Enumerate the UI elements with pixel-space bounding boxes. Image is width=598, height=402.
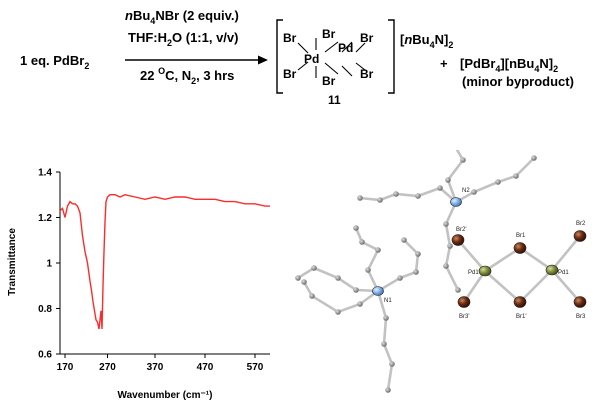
y-axis-label: Transmittance — [7, 228, 18, 296]
atom-label-br1-prime: Br1' — [516, 314, 526, 320]
br-bridge-bottom: Br — [322, 74, 336, 88]
reactant-label: 1 eq. PdBr2 — [20, 53, 89, 71]
left-bracket — [276, 19, 283, 94]
bromine-atom-br2 — [573, 230, 587, 242]
pd-left: Pd — [304, 52, 319, 66]
reaction-scheme: 1 eq. PdBr2 nBu4NBr (2 equiv.) THF:H2O (… — [20, 8, 574, 107]
br-bridge-top: Br — [322, 27, 336, 41]
solvent-label: THF:H2O (1:1, v/v) — [128, 30, 238, 48]
ir-spectrum-chart: 0.6 0.8 1 1.2 1.4 170 270 370 470 570 Wavenumber … — [7, 168, 270, 401]
y-tick-label: 1 — [46, 259, 52, 270]
br-terminal-tl: Br — [283, 31, 297, 45]
bromine-atom-br2-prime — [451, 234, 465, 246]
carbon-atoms — [295, 155, 537, 393]
br-terminal-bl: Br — [283, 67, 297, 81]
atom-label-n1: N1 — [384, 298, 392, 304]
atom-label-pd1-prime: Pd1' — [468, 270, 480, 276]
y-tick-label: 0.8 — [38, 304, 52, 315]
plus-sign: + — [440, 56, 448, 71]
x-tick-label: 370 — [147, 362, 164, 373]
byproduct-note: (minor byproduct) — [462, 74, 574, 89]
heavy-atoms — [372, 197, 587, 308]
y-tick-label: 1.2 — [38, 213, 52, 224]
atom-label-br3-prime: Br3' — [459, 314, 469, 320]
atom-label-br2-prime: Br2' — [456, 227, 466, 233]
byproduct-formula: [PdBr4][nBu4N]2 — [460, 56, 558, 74]
compound-number: 11 — [328, 93, 341, 107]
y-tick-label: 0.6 — [38, 350, 52, 361]
counterion-label: [nBu4N]2 — [400, 32, 453, 50]
atom-label-br1: Br1 — [516, 233, 526, 239]
ir-spectrum-line — [59, 193, 270, 330]
x-tick-label: 270 — [99, 362, 116, 373]
palladium-atom-pd1-prime — [478, 265, 492, 277]
reaction-arrow — [125, 55, 268, 65]
conditions-label: 22 OC, N2, 3 hrs — [140, 66, 234, 86]
nitrogen-atom-n2 — [450, 197, 462, 207]
reagent-label: nBu4NBr (2 equiv.) — [125, 8, 239, 26]
chart-ticks: 0.6 0.8 1 1.2 1.4 170 270 370 470 570 — [38, 168, 264, 374]
pd-right: Pd — [338, 41, 353, 55]
right-bracket — [388, 19, 395, 94]
atom-label-br3: Br3 — [576, 314, 586, 320]
atom-label-n2: N2 — [462, 188, 470, 194]
x-tick-label: 170 — [57, 362, 74, 373]
bromine-atom-br1-prime — [513, 296, 527, 308]
bromine-atom-br3-prime — [457, 296, 471, 308]
y-tick-label: 1.4 — [38, 168, 52, 179]
nitrogen-atom-n1 — [372, 286, 384, 296]
x-tick-label: 570 — [247, 362, 264, 373]
bromine-atom-br1 — [513, 242, 527, 254]
atom-label-br2: Br2 — [576, 221, 586, 227]
x-tick-label: 470 — [197, 362, 214, 373]
br-terminal-tr: Br — [360, 31, 374, 45]
crystal-structure: N2 N1 Br2' Br1 Br2 Pd1' Pd1 Br3' Br1' Br… — [295, 150, 587, 393]
x-axis-label: Wavenumber (cm⁻¹) — [118, 390, 213, 401]
complex-structure — [297, 38, 366, 78]
palladium-atom-pd1 — [545, 264, 559, 276]
br-terminal-br: Br — [360, 67, 374, 81]
bromine-atom-br3 — [573, 296, 587, 308]
atom-label-pd1: Pd1 — [558, 270, 569, 276]
